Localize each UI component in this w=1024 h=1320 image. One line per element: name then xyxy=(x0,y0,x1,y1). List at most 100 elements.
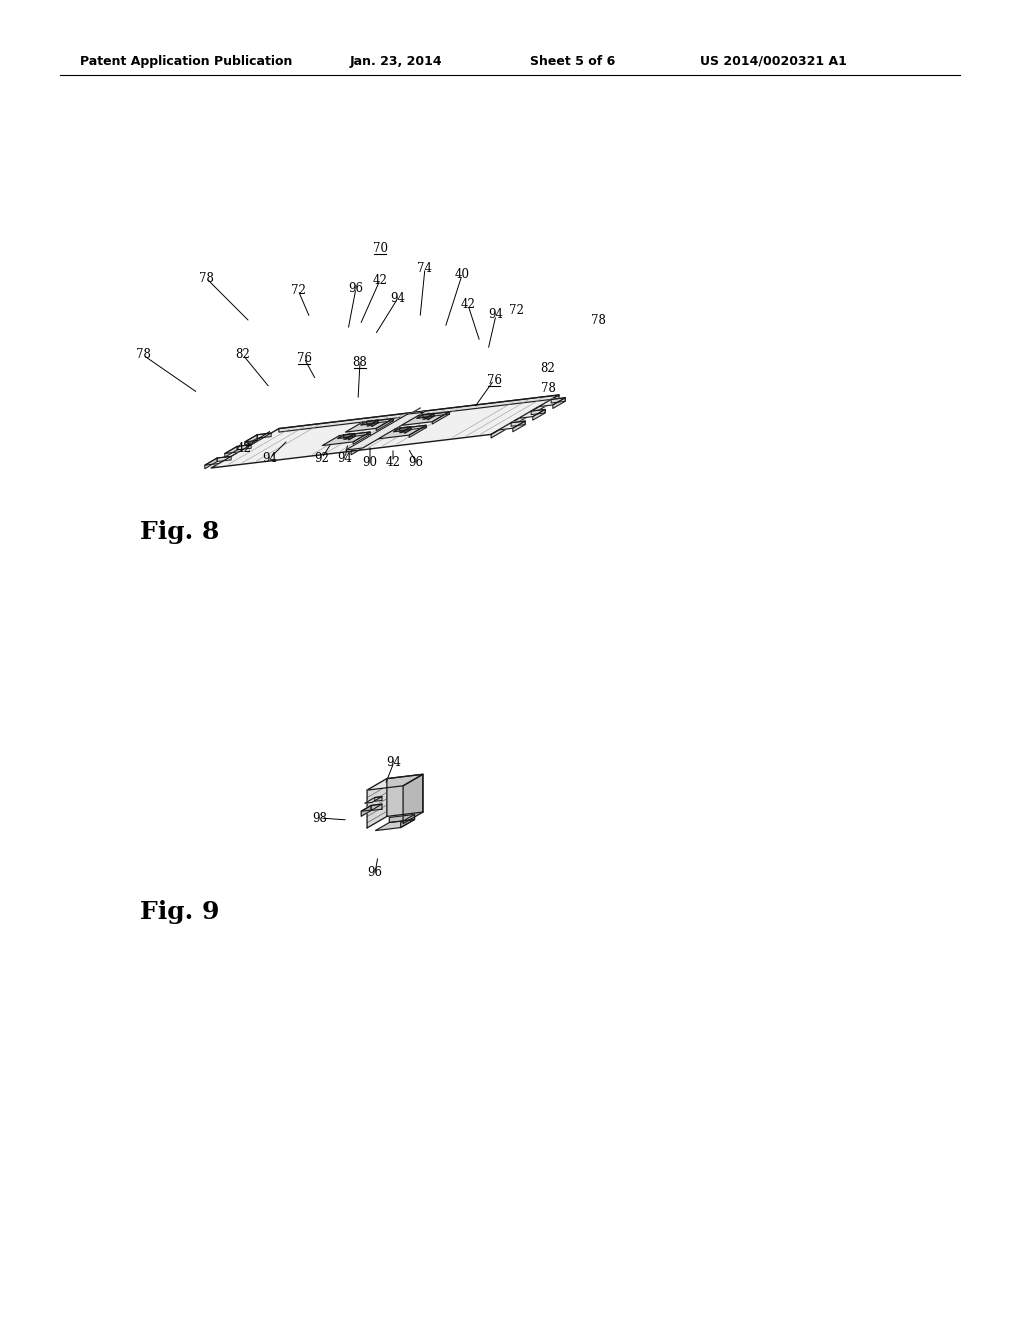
Polygon shape xyxy=(344,438,349,440)
Polygon shape xyxy=(217,457,231,462)
Polygon shape xyxy=(393,426,411,432)
Text: 78: 78 xyxy=(135,348,151,362)
Polygon shape xyxy=(360,420,378,425)
Polygon shape xyxy=(367,775,423,791)
Text: 42: 42 xyxy=(461,298,475,312)
Polygon shape xyxy=(532,409,545,420)
Text: 94: 94 xyxy=(488,309,504,322)
Polygon shape xyxy=(399,432,404,433)
Text: 82: 82 xyxy=(236,348,251,362)
Polygon shape xyxy=(499,421,525,430)
Text: 76: 76 xyxy=(297,351,311,364)
Text: 94: 94 xyxy=(390,292,406,305)
Text: 88: 88 xyxy=(352,355,368,368)
Polygon shape xyxy=(403,775,423,824)
Polygon shape xyxy=(346,412,424,450)
Polygon shape xyxy=(353,432,370,445)
Polygon shape xyxy=(399,426,411,430)
Polygon shape xyxy=(345,418,393,432)
Polygon shape xyxy=(492,395,559,438)
Polygon shape xyxy=(365,796,382,804)
Polygon shape xyxy=(367,420,378,424)
Polygon shape xyxy=(323,432,370,446)
Polygon shape xyxy=(531,409,545,414)
Polygon shape xyxy=(362,418,393,425)
Text: US 2014/0020321 A1: US 2014/0020321 A1 xyxy=(700,55,847,69)
Polygon shape xyxy=(428,413,434,420)
Text: 92: 92 xyxy=(314,451,330,465)
Polygon shape xyxy=(205,458,217,469)
Polygon shape xyxy=(367,425,372,426)
Text: 42: 42 xyxy=(373,273,387,286)
Text: 74: 74 xyxy=(418,261,432,275)
Polygon shape xyxy=(513,421,525,432)
Polygon shape xyxy=(351,395,559,451)
Polygon shape xyxy=(423,418,428,420)
Polygon shape xyxy=(410,425,426,437)
Polygon shape xyxy=(361,805,371,816)
Text: 72: 72 xyxy=(291,284,305,297)
Polygon shape xyxy=(511,421,525,426)
Polygon shape xyxy=(387,775,423,816)
Text: Sheet 5 of 6: Sheet 5 of 6 xyxy=(530,55,615,69)
Polygon shape xyxy=(376,418,393,430)
Polygon shape xyxy=(395,425,426,432)
Polygon shape xyxy=(378,425,426,438)
Polygon shape xyxy=(401,412,450,425)
Text: 78: 78 xyxy=(591,314,605,326)
Polygon shape xyxy=(245,433,271,442)
Text: 94: 94 xyxy=(386,755,401,768)
Polygon shape xyxy=(519,409,545,418)
Polygon shape xyxy=(417,413,434,418)
Text: Jan. 23, 2014: Jan. 23, 2014 xyxy=(350,55,442,69)
Text: Patent Application Publication: Patent Application Publication xyxy=(80,55,293,69)
Polygon shape xyxy=(419,395,559,416)
Polygon shape xyxy=(349,433,355,440)
Text: 40: 40 xyxy=(455,268,469,281)
Polygon shape xyxy=(351,412,419,454)
Text: 98: 98 xyxy=(312,812,328,825)
Text: 94: 94 xyxy=(338,451,352,465)
Polygon shape xyxy=(371,804,382,810)
Polygon shape xyxy=(400,814,415,828)
Polygon shape xyxy=(376,820,415,830)
Polygon shape xyxy=(375,796,382,801)
Polygon shape xyxy=(338,433,355,438)
Text: 76: 76 xyxy=(486,374,502,387)
Polygon shape xyxy=(205,457,231,465)
Polygon shape xyxy=(225,445,251,454)
Text: Fig. 9: Fig. 9 xyxy=(140,900,219,924)
Polygon shape xyxy=(339,432,370,438)
Polygon shape xyxy=(367,779,387,828)
Polygon shape xyxy=(245,434,257,445)
Text: 94: 94 xyxy=(262,451,278,465)
Polygon shape xyxy=(539,397,565,407)
Polygon shape xyxy=(423,413,434,417)
Polygon shape xyxy=(551,397,565,403)
Polygon shape xyxy=(432,412,450,424)
Polygon shape xyxy=(279,412,419,432)
Text: 42: 42 xyxy=(386,455,400,469)
Polygon shape xyxy=(238,445,251,450)
Text: 96: 96 xyxy=(348,281,364,294)
Text: 72: 72 xyxy=(509,305,523,318)
Polygon shape xyxy=(419,412,450,418)
Text: 96: 96 xyxy=(409,455,424,469)
Text: Fig. 8: Fig. 8 xyxy=(140,520,219,544)
Polygon shape xyxy=(211,412,419,469)
Text: 96: 96 xyxy=(368,866,383,879)
Text: 90: 90 xyxy=(362,455,378,469)
Text: 82: 82 xyxy=(541,362,555,375)
Polygon shape xyxy=(361,804,382,812)
Text: 70: 70 xyxy=(373,242,387,255)
Polygon shape xyxy=(225,446,238,457)
Polygon shape xyxy=(389,814,415,822)
Polygon shape xyxy=(372,420,378,426)
Polygon shape xyxy=(553,397,565,408)
Text: 42: 42 xyxy=(237,441,252,454)
Text: 78: 78 xyxy=(541,381,555,395)
Text: 78: 78 xyxy=(199,272,213,285)
Polygon shape xyxy=(404,426,411,433)
Polygon shape xyxy=(257,433,271,438)
Polygon shape xyxy=(344,433,355,438)
